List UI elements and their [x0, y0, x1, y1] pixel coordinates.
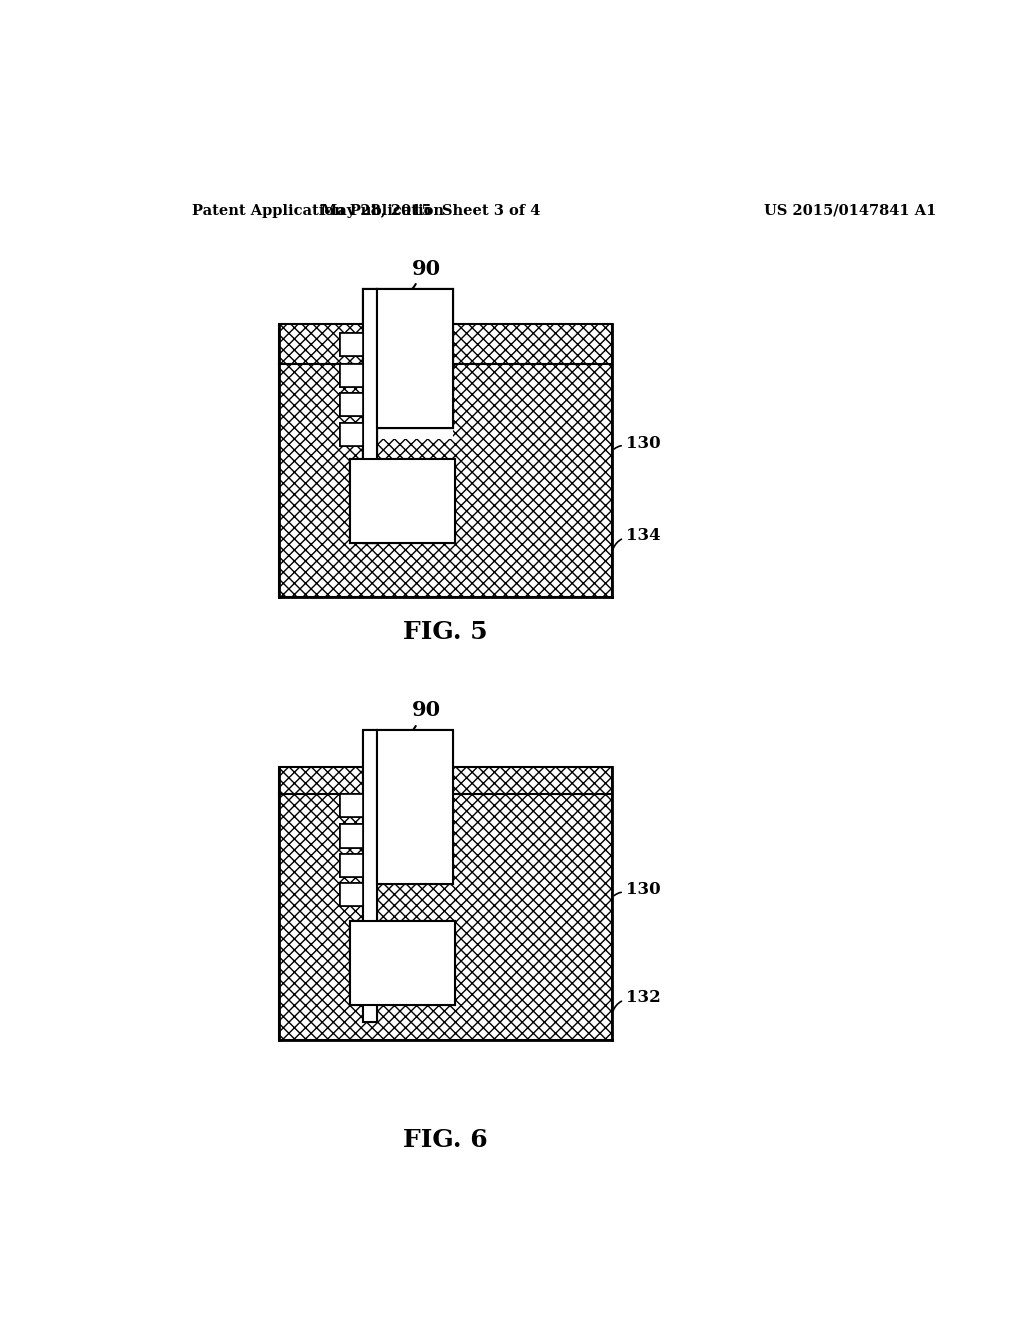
Text: May 28, 2015  Sheet 3 of 4: May 28, 2015 Sheet 3 of 4 [321, 203, 540, 218]
Bar [340, 883, 362, 906]
Bar [362, 730, 377, 1022]
Bar [340, 422, 362, 446]
Text: 130: 130 [627, 882, 660, 899]
Bar [377, 730, 453, 884]
Bar [340, 333, 362, 356]
Bar [362, 730, 377, 1022]
Text: US 2015/0147841 A1: US 2015/0147841 A1 [764, 203, 936, 218]
Text: 90: 90 [412, 259, 441, 279]
Bar [377, 289, 453, 428]
Bar [340, 854, 362, 876]
Bar [340, 393, 362, 416]
Bar [340, 854, 362, 876]
Bar [340, 793, 362, 817]
Bar [340, 883, 362, 906]
Text: 134: 134 [627, 527, 660, 544]
Bar [340, 825, 362, 847]
Bar [340, 422, 362, 446]
Text: 90: 90 [412, 701, 441, 721]
Text: FIG. 6: FIG. 6 [403, 1129, 488, 1152]
Bar [350, 921, 455, 1006]
Bar [340, 364, 362, 387]
Bar [350, 459, 455, 544]
Bar [340, 333, 362, 356]
Bar [377, 730, 453, 884]
Text: 132: 132 [627, 989, 662, 1006]
Bar [280, 767, 612, 1040]
Bar [340, 393, 362, 416]
Bar [377, 289, 453, 428]
Bar [350, 459, 455, 544]
Bar [377, 289, 453, 428]
Bar [362, 289, 377, 544]
Text: FIG. 5: FIG. 5 [403, 620, 488, 644]
Text: Patent Application Publication: Patent Application Publication [193, 203, 444, 218]
Bar [280, 323, 612, 598]
Bar [362, 289, 377, 544]
Text: 130: 130 [627, 434, 660, 451]
Bar [362, 289, 377, 544]
Bar [340, 793, 362, 817]
Bar [362, 364, 453, 438]
Bar [340, 825, 362, 847]
Bar [340, 364, 362, 387]
Bar [350, 921, 455, 1006]
